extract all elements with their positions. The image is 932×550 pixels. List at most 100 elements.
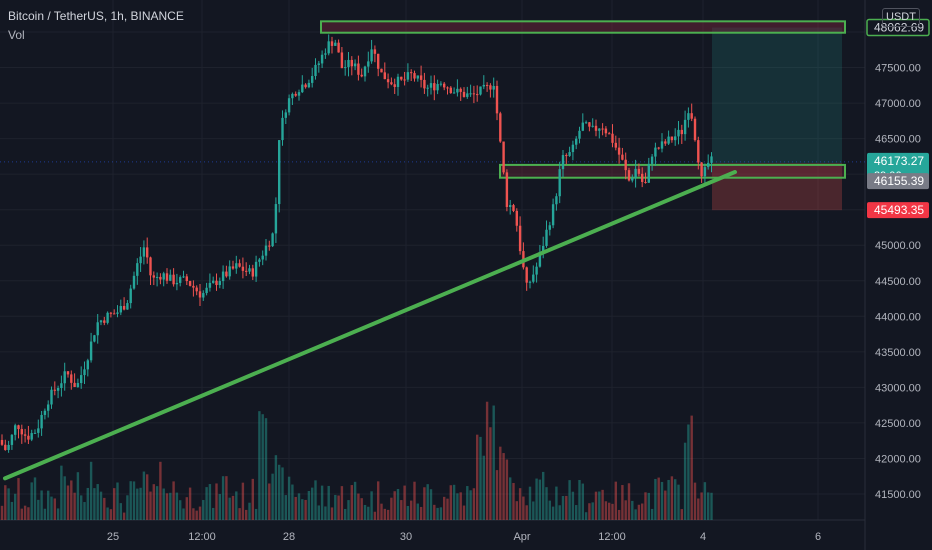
candle	[139, 256, 142, 264]
volume-bar	[146, 474, 149, 520]
currency-button[interactable]: USDT	[882, 8, 920, 27]
volume-bar	[14, 493, 17, 520]
volume-bar	[680, 509, 683, 520]
candle	[429, 83, 433, 88]
volume-bar	[611, 503, 614, 520]
volume-bar	[581, 483, 584, 520]
candle	[304, 84, 307, 88]
volume-bar	[231, 495, 235, 520]
candle	[518, 225, 522, 252]
candle	[129, 288, 132, 304]
y-tick-label: 41500.00	[875, 489, 921, 501]
candle	[86, 360, 89, 370]
candle	[403, 79, 406, 81]
volume-bar	[344, 508, 347, 520]
candle	[617, 147, 621, 155]
volume-bar	[139, 487, 142, 520]
volume-bar	[565, 495, 568, 520]
candle	[664, 141, 667, 144]
volume-bar	[495, 470, 499, 520]
time-axis[interactable]: 25 12:00 28 30 Apr 12:00 4 6	[107, 531, 821, 543]
candle	[353, 63, 357, 67]
candle	[268, 245, 271, 247]
candle	[575, 138, 578, 145]
chart-title: Bitcoin / TetherUS, 1h, BINANCE	[8, 9, 184, 23]
candle	[555, 196, 558, 205]
candle	[472, 93, 476, 95]
price-axis[interactable]: 41500.00 42000.00 42500.00 43000.00 43500.00…	[875, 27, 921, 501]
volume-bar	[436, 507, 439, 520]
candle	[320, 54, 324, 64]
x-tick-label: 6	[815, 531, 821, 543]
volume-bar	[466, 486, 469, 520]
candle	[149, 257, 152, 276]
volume-bar	[373, 511, 377, 520]
volume-bar	[400, 500, 403, 520]
candle	[710, 156, 713, 163]
volume-bar	[152, 484, 155, 520]
candle	[670, 136, 674, 141]
volume-bar	[162, 488, 165, 520]
volume-bar	[136, 488, 139, 520]
volume-bar	[624, 500, 627, 520]
candle	[248, 268, 251, 272]
volume-bar	[426, 484, 429, 520]
candle	[254, 261, 258, 277]
volume-bar	[212, 507, 215, 520]
y-tick-label: 47500.00	[875, 63, 921, 75]
candle	[278, 140, 281, 205]
volume-bar	[476, 434, 479, 520]
candle	[683, 119, 687, 135]
candle	[344, 67, 347, 69]
candle	[525, 267, 528, 283]
candle	[416, 75, 419, 79]
candle	[439, 83, 443, 85]
candle	[697, 140, 700, 163]
volume-bar	[53, 498, 56, 520]
candle	[215, 280, 218, 286]
volume-bar	[76, 472, 80, 520]
x-tick-label: 12:00	[188, 531, 216, 543]
candle	[0, 439, 4, 445]
candle	[30, 433, 33, 440]
volume-bar	[235, 491, 238, 520]
volume-bar	[202, 499, 205, 520]
candle	[179, 277, 182, 283]
candle	[532, 274, 535, 282]
candle	[377, 53, 380, 69]
candle	[542, 245, 545, 252]
volume-bar	[631, 500, 634, 520]
candle	[106, 312, 109, 323]
volume-bar	[20, 508, 23, 520]
volume-bar	[575, 505, 578, 520]
candle	[162, 273, 165, 280]
volume-indicator-label[interactable]: Vol	[8, 28, 25, 42]
volume-bar	[317, 505, 320, 520]
candle	[116, 312, 119, 314]
volume-bar	[518, 488, 522, 520]
volume-bar	[63, 476, 66, 520]
candle	[370, 49, 373, 62]
candle	[297, 92, 301, 96]
volume-bar	[218, 494, 221, 520]
volume-bar	[677, 484, 680, 520]
volume-bar	[60, 465, 63, 520]
trendline[interactable]	[3, 170, 737, 481]
candle	[56, 388, 60, 391]
volume-bar	[608, 502, 611, 520]
candles	[0, 34, 713, 453]
volume-bar	[192, 508, 195, 520]
volume-bar	[403, 485, 406, 520]
volume-bar	[443, 496, 446, 520]
volume-bar	[261, 414, 264, 520]
candle	[545, 229, 548, 246]
volume-bar	[452, 484, 456, 520]
volume-bar	[182, 508, 185, 520]
candle	[426, 87, 429, 89]
volume-bar	[185, 497, 188, 520]
volume-bar	[205, 487, 208, 520]
volume-bar	[294, 496, 297, 520]
volume-bar	[456, 493, 459, 520]
